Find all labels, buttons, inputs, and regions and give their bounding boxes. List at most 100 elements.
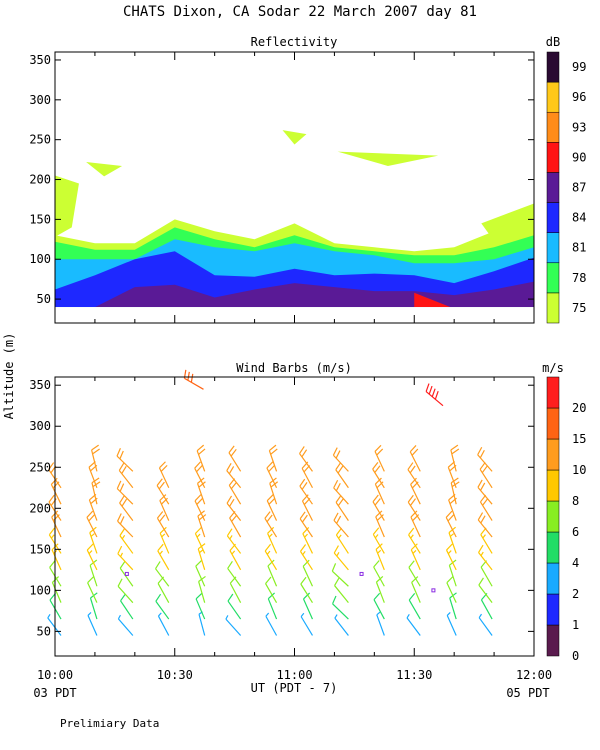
barb-shaft	[302, 566, 314, 587]
wind-barb	[407, 494, 421, 521]
barb-flag	[230, 448, 237, 457]
barb-shaft	[410, 484, 421, 505]
barb-half-flag	[334, 614, 338, 619]
barb-flag	[116, 480, 122, 489]
barb-half-flag	[231, 550, 236, 555]
wind-barb	[157, 612, 170, 636]
barb-flag	[376, 448, 384, 456]
barb-shaft	[299, 551, 313, 571]
barb-shaft	[225, 618, 242, 636]
reflectivity-axes: 50 100 150 200 250 300 350	[29, 52, 535, 323]
wind-barb	[375, 510, 385, 538]
barb-flag	[375, 543, 383, 550]
barb-flag	[478, 577, 484, 586]
barb-flag	[50, 477, 58, 485]
barb-half-flag	[446, 611, 451, 616]
barb-half-flag	[199, 549, 204, 554]
wind-barb	[334, 614, 349, 636]
barb-flag	[301, 482, 308, 490]
wind-barb	[331, 563, 349, 587]
x-tick-label: 10:00	[37, 668, 73, 682]
barb-half-flag	[304, 533, 308, 538]
barb-flag	[228, 466, 235, 475]
barb-flag	[299, 511, 306, 520]
start-date-label: 03 PDT	[33, 686, 76, 700]
wind-barb	[299, 478, 313, 505]
barb-flag	[161, 497, 168, 505]
wind-barb	[196, 444, 206, 472]
colorbar-swatch-8	[546, 469, 560, 502]
colorbar-tick-label: 93	[572, 120, 586, 134]
barb-shaft	[227, 568, 242, 587]
x-axis-label: UT (PDT - 7)	[251, 681, 338, 695]
wind-axes: 50 100 150 200 250 300 350 10:00 10:30 11:00 11:30…	[29, 377, 552, 682]
wind-barb	[195, 559, 206, 587]
barb-half-flag	[90, 533, 95, 537]
barb-flag	[374, 465, 381, 473]
barb-flag	[86, 543, 94, 551]
barb-flag	[156, 511, 164, 519]
wind-barb	[155, 593, 170, 620]
barb-shaft	[155, 600, 170, 620]
x-tick-label: 10:30	[157, 668, 193, 682]
wind-barb	[479, 462, 493, 489]
barb-flag	[268, 497, 276, 505]
barb-flag	[408, 527, 415, 536]
barb-flag	[477, 512, 484, 521]
wind-barb	[267, 559, 278, 587]
barb-flag	[411, 448, 419, 456]
wind-barb	[120, 593, 134, 620]
barb-shaft	[480, 599, 493, 620]
barb-flag	[119, 450, 124, 460]
colorbar-swatch-15	[546, 407, 560, 440]
y-tick-label: 150	[29, 542, 51, 556]
barb-half-flag	[229, 535, 233, 540]
barb-flag	[335, 495, 342, 503]
wind-barb	[226, 495, 242, 521]
barb-flag	[334, 577, 340, 586]
barb-flag	[331, 563, 337, 572]
barb-flag	[117, 578, 123, 587]
barb-flag	[408, 593, 416, 601]
wind-barb	[226, 463, 242, 489]
barb-flag	[270, 448, 278, 455]
barb-flag	[119, 560, 126, 569]
barb-half-flag	[157, 612, 162, 617]
barb-flag	[87, 576, 95, 584]
barb-shaft	[51, 582, 62, 603]
barb-shaft	[335, 534, 349, 554]
wind-barb	[227, 593, 242, 620]
barb-shaft	[156, 485, 170, 505]
wind-barb	[300, 576, 313, 603]
barb-shaft	[184, 377, 204, 390]
wind-barb	[158, 461, 170, 489]
wind-barb-isolated	[425, 383, 444, 407]
wind-barb	[446, 576, 457, 603]
barb-shaft	[300, 616, 313, 636]
y-tick-label: 150	[29, 212, 51, 226]
wind-barb	[408, 527, 421, 554]
barb-shaft	[156, 517, 170, 538]
y-tick-label: 200	[29, 501, 51, 515]
barb-shaft	[119, 567, 134, 587]
barb-shaft	[445, 549, 457, 571]
barb-shaft	[89, 565, 98, 587]
colorbar-tick-label: 10	[572, 463, 586, 477]
barb-flag	[91, 477, 100, 484]
barb-shaft	[302, 598, 314, 620]
colorbar-swatch-0	[546, 624, 560, 657]
barb-shaft	[372, 468, 385, 489]
barb-shaft	[375, 516, 385, 538]
wind-barb	[51, 510, 62, 538]
wind-barb	[87, 576, 98, 603]
wind-barb	[335, 495, 349, 521]
wind-barb	[156, 478, 170, 505]
barb-flag	[446, 543, 453, 551]
wind-barb	[51, 576, 62, 603]
barb-shaft	[373, 599, 385, 620]
barb-shaft	[50, 484, 62, 505]
barb-flag	[481, 465, 488, 474]
wind-barb	[477, 479, 493, 505]
wind-barb-isolated	[183, 369, 204, 390]
